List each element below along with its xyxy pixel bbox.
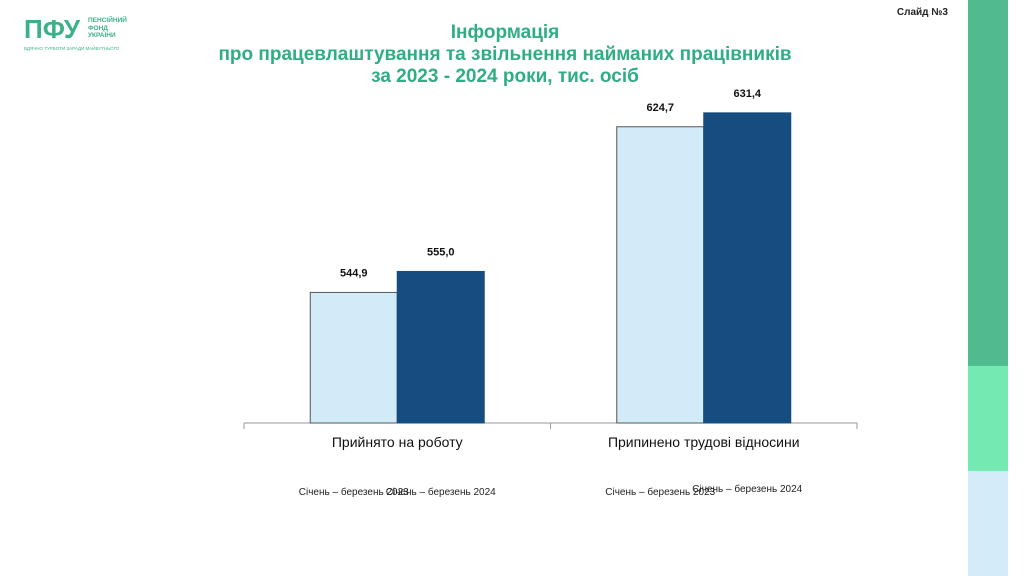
bar	[309, 291, 398, 424]
logo-line: ФОНД	[88, 24, 108, 32]
data-label: 631,4	[733, 88, 761, 100]
title-line-3: за 2023 - 2024 роки, тис. осіб	[371, 66, 639, 87]
logo-line: ПЕНСІЙНИЙ	[88, 17, 127, 24]
category-label: Припинено трудові відносини	[608, 434, 800, 450]
logo-text: ПЕНСІЙНИЙ ФОНД УКРАЇНИ	[88, 17, 127, 40]
legend-entry: Січень – березень 2024	[692, 484, 803, 495]
logo-line: УКРАЇНИ	[88, 32, 116, 39]
data-label: 624,7	[646, 102, 674, 114]
bar-chart: 544,9 555,0 Прийнято на роботу 624,7 631,4 Пр…	[243, 88, 858, 450]
decorative-strip	[968, 0, 1008, 576]
bar	[396, 270, 485, 424]
bar	[616, 126, 705, 424]
logo-tagline: ВДЯЧНО ТУРБОТИ ЗАРАДИ МАЙБУТНЬОГО	[24, 46, 120, 51]
legend-entry: Січень – березень 2023	[298, 487, 409, 498]
data-label: 555,0	[427, 246, 455, 258]
legend-entry: Січень – березень 2024	[385, 487, 496, 498]
logo-mark: ПФУ	[24, 14, 81, 44]
bar	[703, 112, 792, 424]
strip-top	[968, 0, 1008, 366]
slide-number: Слайд №3	[896, 7, 948, 18]
strip-middle	[968, 366, 1008, 471]
pfu-logo: ПФУ ПЕНСІЙНИЙ ФОНД УКРАЇНИ ВДЯЧНО ТУРБОТ…	[24, 14, 144, 56]
legend-entry: Січень – березень 2023	[605, 487, 716, 498]
category-label: Прийнято на роботу	[332, 434, 463, 450]
title-line-1: Інформація	[450, 22, 560, 43]
strip-bottom	[968, 471, 1008, 576]
title-line-2: про працевлаштування та звільнення найма…	[218, 44, 792, 65]
chart-title: Інформація про працевлаштування та звіль…	[180, 22, 830, 88]
data-label: 544,9	[340, 267, 368, 279]
